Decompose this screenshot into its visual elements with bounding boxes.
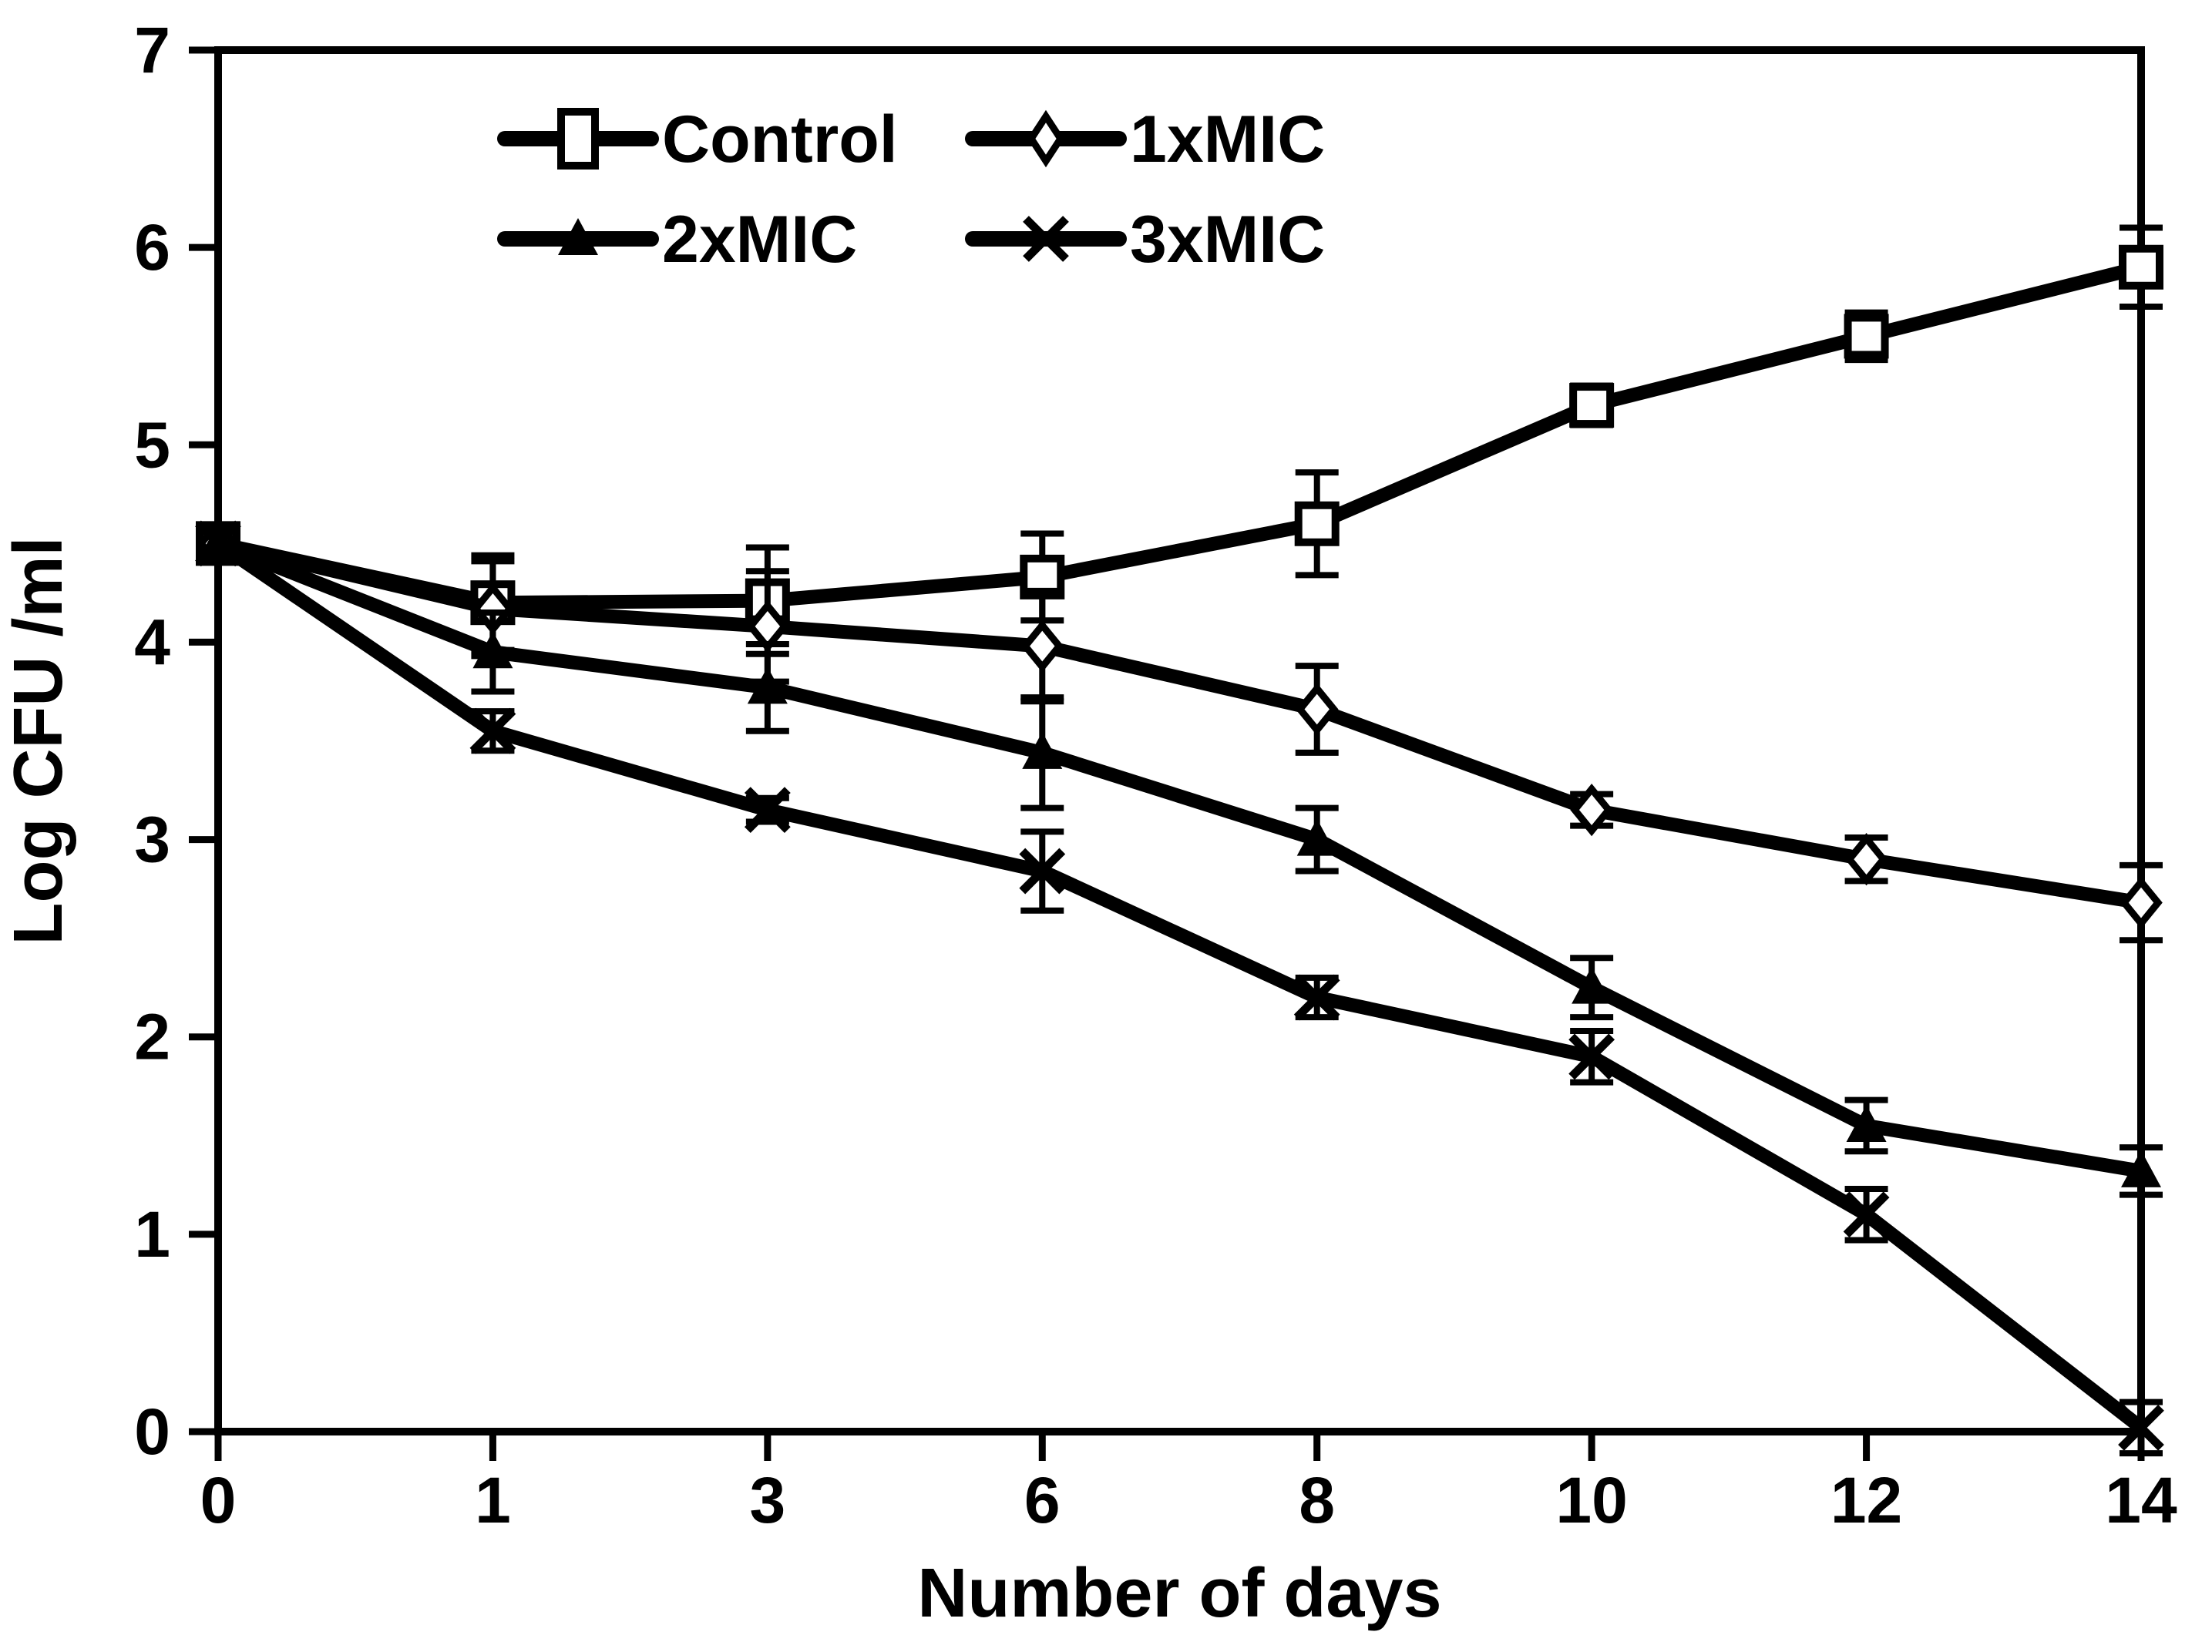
filled-triangle-marker: [1572, 966, 1612, 1004]
open-diamond-marker: [1295, 683, 1339, 736]
legend-item-2xmic: 2xMIC: [497, 203, 857, 277]
open-square-marker: [1844, 314, 1889, 359]
open-diamond-marker: [1027, 109, 1065, 168]
y-axis-title: Log CFU /ml: [0, 537, 77, 945]
x-cross-marker: [1293, 974, 1340, 1021]
x-tick-label: 8: [1299, 1464, 1335, 1536]
series-line: [216, 536, 2143, 910]
series-line: [217, 260, 2143, 610]
x-cross-marker: [1568, 1033, 1615, 1080]
y-tick-label: 2: [134, 1001, 170, 1073]
filled-triangle-marker: [558, 218, 598, 255]
legend-label: 2xMIC: [662, 203, 857, 277]
open-square-marker: [1294, 501, 1340, 546]
x-tick-label: 10: [1555, 1464, 1627, 1536]
legend-item-control: Control: [497, 102, 898, 176]
filled-triangle-marker: [1296, 818, 1337, 856]
series-line: [215, 536, 2143, 1178]
legend-item-3xmic: 3xMIC: [965, 203, 1325, 277]
y-tick-label: 7: [134, 14, 170, 86]
open-diamond-marker: [1020, 620, 1064, 673]
filled-triangle-marker: [1846, 1104, 1887, 1142]
y-tick-label: 5: [134, 408, 170, 481]
x-tick-label: 6: [1024, 1464, 1061, 1536]
series-3xmic: [195, 520, 2164, 1457]
x-tick-label: 12: [1830, 1464, 1902, 1536]
y-tick-label: 1: [134, 1198, 170, 1271]
open-square-marker: [2119, 244, 2163, 290]
legend-item-1xmic: 1xMIC: [965, 102, 1325, 176]
x-tick-label: 0: [200, 1464, 237, 1536]
y-tick-label: 6: [134, 211, 170, 284]
x-cross-marker: [469, 707, 516, 754]
x-tick-label: 3: [749, 1464, 785, 1536]
filled-triangle-marker: [747, 667, 788, 704]
legend-label: Control: [662, 102, 898, 176]
x-axis-title: Number of days: [917, 1555, 1441, 1632]
filled-triangle-marker: [472, 631, 513, 669]
filled-triangle-marker: [2121, 1150, 2161, 1187]
y-tick-label: 4: [134, 606, 170, 678]
open-diamond-marker: [1844, 833, 1888, 886]
open-square-marker: [557, 108, 599, 170]
y-tick-label: 3: [134, 804, 170, 876]
plot-frame: [214, 46, 2145, 1435]
x-cross-marker: [1019, 848, 1066, 895]
x-cross-marker: [744, 787, 791, 834]
open-square-marker: [1569, 383, 1615, 428]
x-tick-label: 14: [2105, 1464, 2177, 1536]
x-axis: 0 1 3 6 8 10 12 14: [200, 1432, 2177, 1536]
x-tick-label: 1: [475, 1464, 511, 1536]
x-cross-marker: [195, 520, 241, 567]
filled-triangle-marker: [1022, 731, 1063, 769]
x-cross-marker: [2118, 1404, 2164, 1451]
open-diamond-marker: [1570, 784, 1613, 837]
legend-label: 1xMIC: [1130, 102, 1325, 176]
x-cross-marker: [1023, 216, 1069, 262]
series-line: [213, 537, 2146, 1433]
open-diamond-marker: [2120, 876, 2163, 929]
legend-label: 3xMIC: [1130, 203, 1325, 277]
legend: Control 1xMIC 2xMIC 3xMIC: [497, 102, 1325, 277]
x-cross-marker: [1843, 1191, 1890, 1238]
y-axis: 0 1 2 3 4 5 6 7: [134, 14, 218, 1468]
y-tick-label: 0: [134, 1395, 170, 1468]
